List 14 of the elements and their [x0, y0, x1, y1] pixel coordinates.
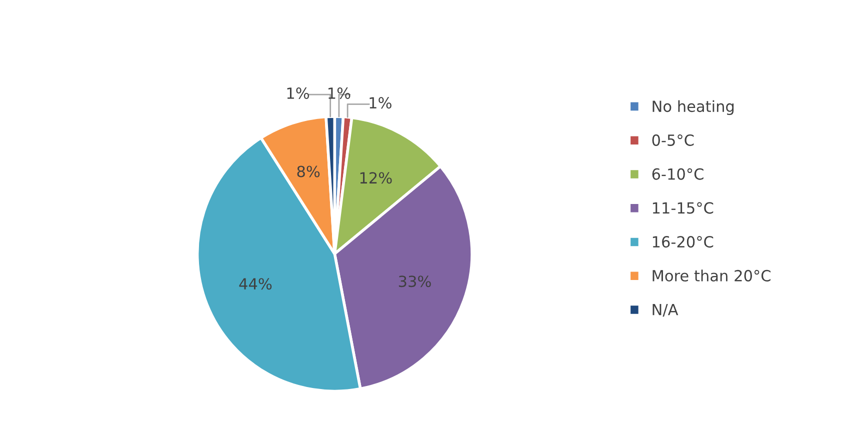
data-label: 8% — [297, 166, 320, 178]
legend-label: No heating — [652, 100, 734, 116]
data-label: 1% — [370, 97, 392, 109]
legend-label: 0-5°C — [652, 134, 694, 146]
legend-label: N/A — [652, 304, 678, 317]
data-label: 1% — [328, 87, 350, 99]
data-label: 12% — [360, 172, 392, 184]
legend-label: 16-20°C — [652, 236, 714, 248]
data-label: 1% — [287, 87, 310, 99]
data-label: 44% — [239, 278, 272, 290]
data-label: 33% — [398, 276, 431, 288]
legend-label: 11-15°C — [652, 202, 714, 214]
legend-label: More than 20°C — [652, 270, 770, 282]
legend-label: 6-10°C — [652, 168, 704, 180]
